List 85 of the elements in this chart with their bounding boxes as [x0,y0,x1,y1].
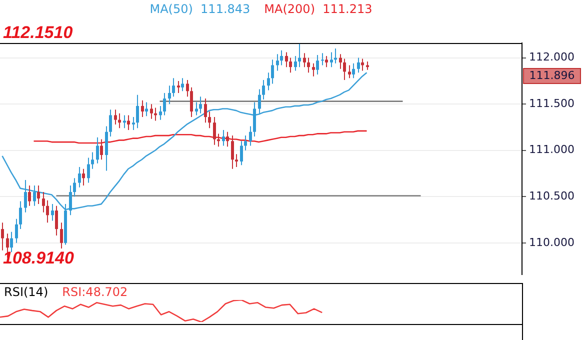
candlestick [285,52,288,68]
candlestick [96,136,99,164]
candlestick [127,114,130,131]
candlestick [150,104,153,120]
candlestick [51,204,54,222]
candlestick [145,102,148,117]
y-tick-label: 110.000 [529,236,574,249]
candlestick [163,92,166,116]
candlestick [226,131,229,148]
candlestick [114,109,117,125]
y-tick-label: 112.000 [529,50,574,64]
candlestick [55,205,58,236]
candlestick [204,98,207,124]
candlestick [73,178,76,198]
candlestick [136,94,139,129]
candlestick [289,57,292,74]
candlestick [33,185,36,206]
candlestick [258,88,261,114]
candlestick [87,157,90,184]
candlestick [190,86,193,118]
candlestick [10,231,13,253]
candlestick [244,135,247,151]
candlestick [231,135,234,170]
series-label: RSI:48.702 [62,285,128,299]
candlestick [177,80,180,94]
candlestick [330,52,333,68]
candlestick [105,126,108,172]
text: MA(50) 111.843 [150,2,250,16]
candlestick [195,102,198,116]
text: 111.896 [529,68,575,82]
candlestick [91,152,94,170]
candlestick [159,105,162,120]
candlestick [15,218,18,244]
candlestick [253,102,256,137]
candlestick [271,59,274,84]
candlestick [262,80,265,100]
candlestick [28,185,31,206]
candlestick [357,57,360,74]
y-tick-label: 111.000 [529,143,574,156]
candlestick [276,54,279,72]
candlestick [186,80,189,98]
candlestick [294,55,297,72]
candlestick [222,130,225,146]
candlestick [325,55,328,68]
candlestick [118,112,121,129]
candlestick [37,185,40,205]
candlestick [46,200,49,224]
candlestick [240,140,243,166]
candlestick [172,78,175,98]
candlestick [100,138,103,160]
annotation: 108.9140 [3,248,74,268]
candlestick [307,57,310,74]
candlestick [312,62,315,77]
candlestick [82,168,85,186]
candlestick [168,85,171,105]
candlestick [298,43,301,68]
candlestick [42,192,45,213]
chart-title: RSI(14) [4,285,48,299]
candlestick [141,100,144,118]
candlestick [235,154,238,168]
candlestick [132,116,135,131]
candlestick [249,126,252,146]
text: 112.1510 [3,23,74,42]
candlestick [352,62,355,79]
candlestick [1,222,4,251]
candlestick [19,200,22,230]
candlestick [109,109,112,137]
y-tick-label: 110.500 [529,190,574,203]
candlestick [361,58,364,72]
candlestick [199,96,202,114]
y-tick-label: 111.500 [529,96,574,110]
candlestick [213,116,216,146]
candlestick [348,64,351,79]
candlestick [267,72,270,91]
candlestick [321,52,324,66]
candlestick [343,58,346,81]
candlestick [280,50,283,66]
candlestick [208,110,211,129]
candlestick [60,222,63,249]
candlestick [303,52,306,68]
candlestick [316,54,319,75]
text: MA(200) 111.213 [264,2,372,16]
candlestick [78,166,81,188]
candlestick [339,54,342,70]
candlestick [181,78,184,92]
